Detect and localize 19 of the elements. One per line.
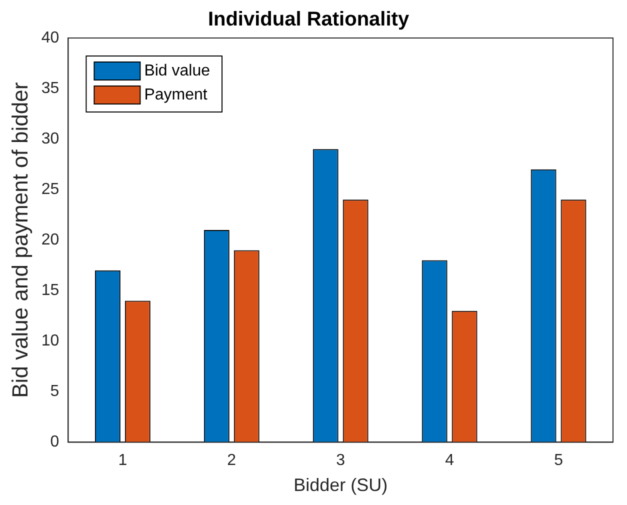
y-tick-label: 0 (50, 434, 60, 451)
x-tick-label: 5 (554, 452, 564, 470)
y-tick-label: 5 (50, 383, 60, 400)
y-tick-label: 40 (41, 29, 60, 46)
y-tick-label: 35 (41, 80, 60, 97)
x-tick-label: 1 (118, 452, 128, 470)
x-axis-title: Bidder (SU) (294, 475, 388, 496)
chart-title: Individual Rationality (208, 8, 410, 31)
x-tick-label: 2 (227, 452, 236, 470)
y-tick-label: 30 (41, 130, 60, 148)
legend-label: Bid value (144, 62, 210, 80)
legend-label: Payment (144, 86, 208, 104)
x-tick-label: 4 (445, 452, 454, 470)
y-tick-label: 15 (41, 282, 60, 300)
x-tick-label: 3 (336, 452, 346, 470)
y-axis-title: Bid value and payment of bidder (7, 82, 32, 398)
y-tick-label: 25 (41, 180, 60, 198)
y-tick-label: 20 (41, 232, 60, 249)
y-tick-label: 10 (41, 332, 60, 350)
